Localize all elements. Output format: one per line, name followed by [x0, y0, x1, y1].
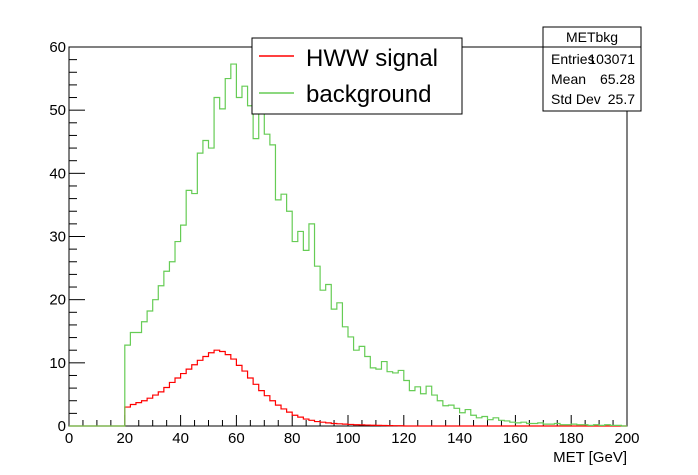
histogram-series: [69, 63, 627, 427]
x-tick-label: 160: [503, 430, 528, 447]
x-axis-label: MET [GeV]: [553, 449, 627, 466]
axis-ticks: [68, 46, 628, 427]
axis-tick-labels: 0 20 40 60 80 100 120 140 160 180 200 0 10 20 30 40 50 60: [49, 39, 639, 447]
stats-entries-label: Entries: [551, 51, 595, 67]
y-tick-label: 60: [49, 39, 66, 56]
stats-mean-label: Mean: [551, 71, 586, 87]
y-tick-label: 20: [49, 292, 66, 309]
x-tick-label: 140: [447, 430, 472, 447]
y-tick-label: 40: [49, 165, 66, 182]
legend-label-background: background: [306, 81, 431, 108]
stats-stddev-label: Std Dev: [551, 91, 601, 107]
x-tick-label: 100: [335, 430, 360, 447]
x-tick-label: 200: [614, 430, 639, 447]
legend-box: [251, 37, 463, 115]
x-tick-label: 0: [65, 430, 73, 447]
x-tick-label: 60: [228, 430, 245, 447]
histogram-signal-line: [69, 349, 627, 427]
stats-entries-value: 103071: [588, 51, 635, 67]
x-tick-label: 120: [391, 430, 416, 447]
stats-box-title: METbkg: [566, 29, 618, 45]
stats-box-frame: [542, 26, 642, 112]
legend: HWW signal background: [251, 37, 463, 115]
x-tick-label: 40: [172, 430, 189, 447]
y-tick-label: 0: [58, 418, 66, 435]
stats-stddev-value: 25.7: [608, 91, 635, 107]
stats-mean-value: 65.28: [600, 71, 635, 87]
y-tick-label: 50: [49, 102, 66, 119]
y-tick-label: 10: [49, 355, 66, 372]
x-tick-label: 80: [284, 430, 301, 447]
histogram-background-line: [69, 63, 627, 427]
legend-label-signal: HWW signal: [306, 45, 438, 72]
x-tick-label: 20: [116, 430, 133, 447]
stats-box: METbkg Entries 103071 Mean 65.28 Std Dev…: [542, 26, 642, 112]
y-tick-label: 30: [49, 229, 66, 246]
x-tick-label: 180: [559, 430, 584, 447]
